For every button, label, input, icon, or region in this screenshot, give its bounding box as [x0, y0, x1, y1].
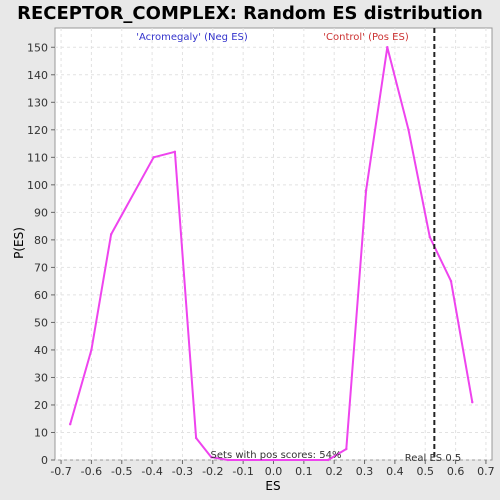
data-point	[428, 235, 431, 239]
data-point	[152, 156, 155, 159]
x-tick-label: -0.1	[232, 465, 253, 478]
pos-es-label: 'Control' (Pos ES)	[323, 32, 409, 43]
x-tick-label: -0.4	[141, 465, 162, 478]
axes: 0 10 20 30 40 50 60 70 80 90 100 110 120 130 140 150 -0.…	[27, 41, 495, 478]
y-tick-label: 50	[34, 316, 48, 329]
data-point	[449, 279, 453, 283]
x-tick-label: -0.5	[111, 465, 132, 478]
x-tick-label: 0.0	[265, 465, 283, 478]
data-point	[173, 150, 177, 154]
real-es-label: Real ES 0.5	[405, 453, 461, 464]
x-tick-label: 0.7	[477, 465, 495, 478]
y-tick-label: 140	[27, 69, 48, 82]
x-tick-label: -0.2	[202, 465, 223, 478]
data-point	[210, 456, 213, 459]
data-point	[226, 458, 230, 462]
data-point	[364, 189, 368, 192]
grid	[55, 28, 492, 461]
y-tick-label: 10	[34, 426, 48, 439]
data-point	[194, 436, 198, 440]
sets-pos-scores-label: Sets with pos scores: 54%	[211, 450, 342, 461]
x-tick-label: 0.3	[356, 465, 374, 478]
x-tick-label: 0.6	[447, 465, 465, 478]
x-tick-label: -0.3	[172, 465, 193, 478]
x-tick-label: -0.6	[81, 465, 102, 478]
y-tick-label: 130	[27, 96, 48, 109]
y-tick-label: 120	[27, 124, 48, 137]
y-tick-label: 100	[27, 179, 48, 192]
data-point	[345, 447, 348, 451]
x-tick-label: 0.1	[295, 465, 313, 478]
series-layer	[68, 46, 474, 462]
data-point	[471, 401, 474, 404]
y-tick-label: 0	[41, 454, 48, 467]
y-tick-label: 80	[34, 234, 48, 247]
neg-es-label: 'Acromegaly' (Neg ES)	[136, 32, 248, 43]
data-point	[90, 348, 93, 352]
data-point	[326, 458, 330, 462]
y-tick-label: 110	[27, 151, 48, 164]
data-point	[386, 46, 389, 49]
y-tick-label: 90	[34, 206, 48, 219]
chart-title: RECEPTOR_COMPLEX: Random ES distribution	[17, 3, 483, 24]
data-point	[272, 458, 275, 462]
y-tick-label: 70	[34, 261, 48, 274]
y-tick-label: 30	[34, 371, 48, 384]
data-point	[109, 233, 113, 236]
y-tick-label: 40	[34, 344, 48, 357]
y-tick-label: 60	[34, 289, 48, 302]
y-tick-label: 20	[34, 399, 48, 412]
x-tick-label: 0.2	[325, 465, 343, 478]
y-tick-label: 150	[27, 41, 48, 54]
data-point	[407, 128, 410, 132]
x-axis-label: ES	[265, 479, 280, 493]
x-tick-label: -0.7	[50, 465, 71, 478]
x-tick-label: 0.4	[386, 465, 404, 478]
data-point	[68, 423, 72, 426]
x-tick-label: 0.5	[416, 465, 434, 478]
y-axis-label: P(ES)	[12, 227, 26, 259]
